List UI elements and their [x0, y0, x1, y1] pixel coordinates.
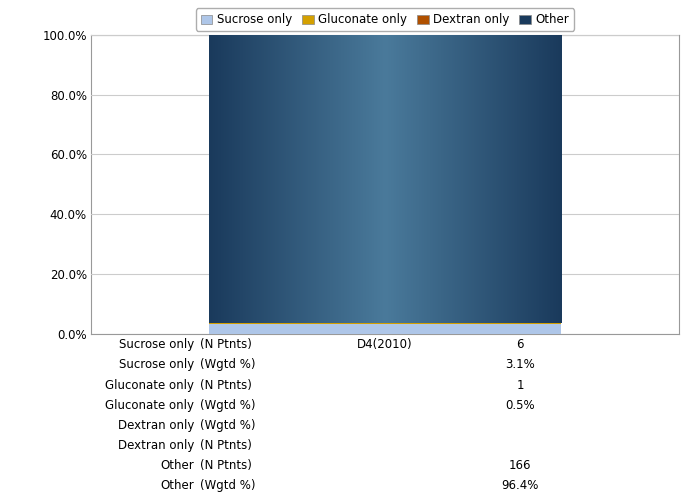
Text: (N Ptnts): (N Ptnts) [199, 338, 252, 351]
Text: Dextran only: Dextran only [118, 419, 194, 432]
Bar [209, 323, 561, 324]
Text: Gluconate only: Gluconate only [105, 378, 194, 392]
Text: Other: Other [160, 459, 194, 472]
Text: 0.5%: 0.5% [505, 398, 535, 411]
Text: 1: 1 [517, 378, 524, 392]
Text: (Wgtd %): (Wgtd %) [199, 398, 256, 411]
Text: (Wgtd %): (Wgtd %) [199, 358, 256, 372]
Text: (N Ptnts): (N Ptnts) [199, 439, 252, 452]
Text: Sucrose only: Sucrose only [118, 358, 194, 372]
Text: (N Ptnts): (N Ptnts) [199, 459, 252, 472]
Text: Sucrose only: Sucrose only [118, 338, 194, 351]
Bar [209, 324, 561, 334]
Text: Dextran only: Dextran only [118, 439, 194, 452]
Text: 166: 166 [509, 459, 531, 472]
Text: (Wgtd %): (Wgtd %) [199, 480, 256, 492]
Text: (N Ptnts): (N Ptnts) [199, 378, 252, 392]
Text: Gluconate only: Gluconate only [105, 398, 194, 411]
Text: 3.1%: 3.1% [505, 358, 535, 372]
Text: 96.4%: 96.4% [502, 480, 539, 492]
Text: Other: Other [160, 480, 194, 492]
Text: 6: 6 [517, 338, 524, 351]
Text: (Wgtd %): (Wgtd %) [199, 419, 256, 432]
Legend: Sucrose only, Gluconate only, Dextran only, Other: Sucrose only, Gluconate only, Dextran on… [196, 8, 574, 31]
